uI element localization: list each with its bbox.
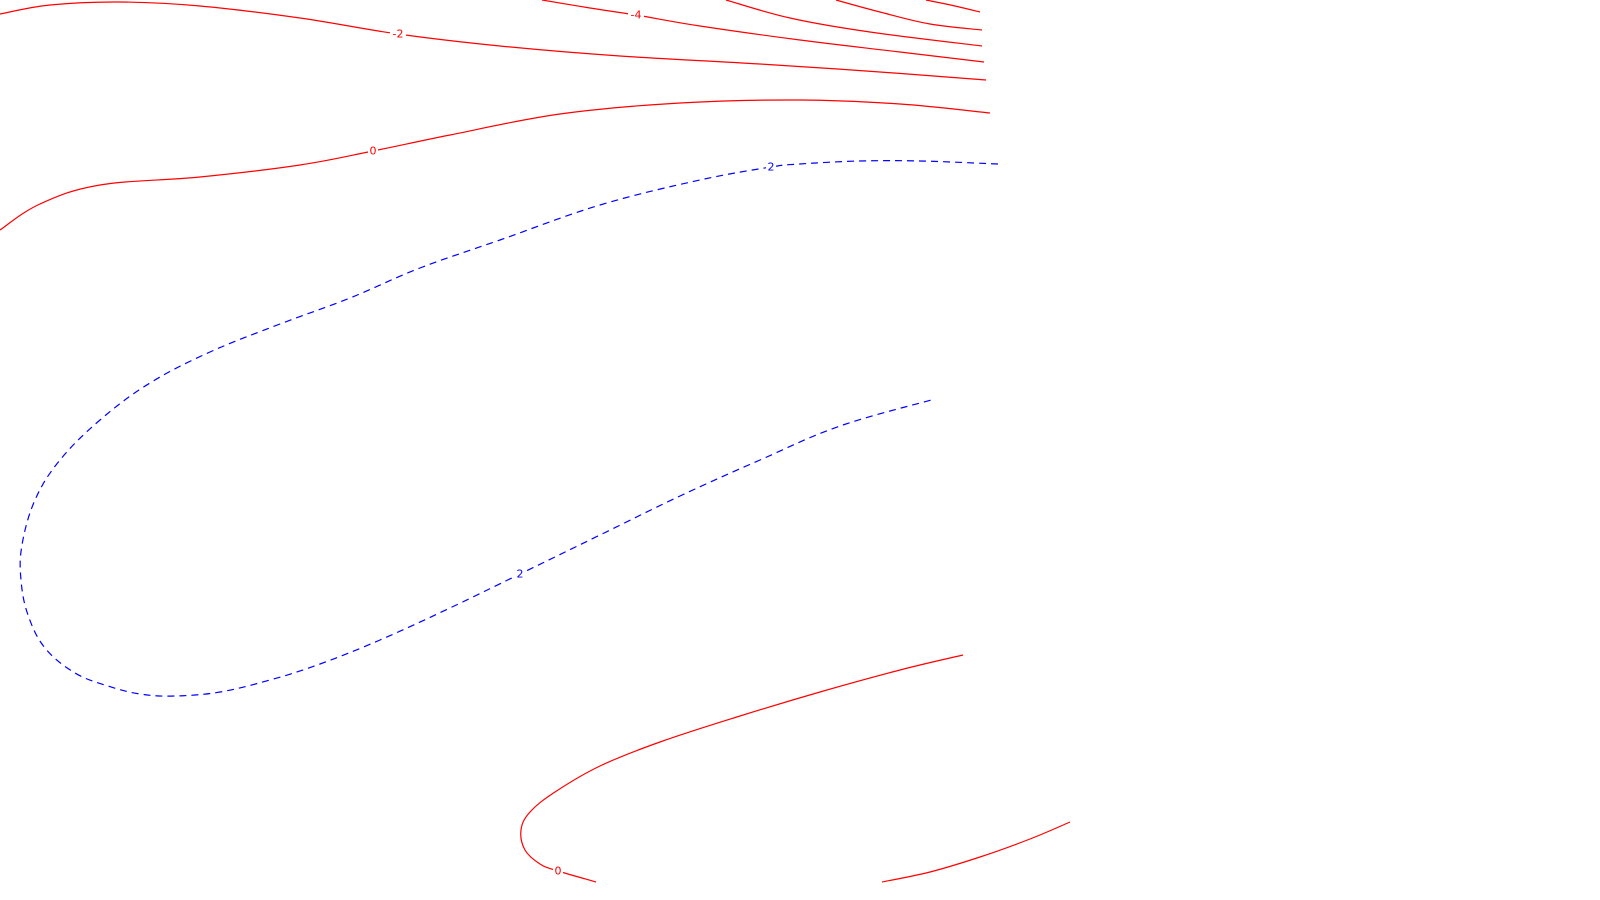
contour-labels-group: -4 -2 0 2 2 0 xyxy=(368,9,776,878)
contour-label-neg-minus4: -4 xyxy=(631,9,642,22)
contour-label-bg-zero-lower xyxy=(553,865,563,877)
contour-line-neg-minus2 xyxy=(0,1,987,81)
contour-line-zero-lower-right xyxy=(881,821,1071,883)
contour-line-neg-upper-2 xyxy=(835,0,983,31)
contour-label-pos-two: 2 xyxy=(517,568,524,581)
contour-label-neg-minus2: -2 xyxy=(393,28,404,41)
contour-line-neg-upper-3 xyxy=(725,0,983,47)
contour-label-zero-lower: 0 xyxy=(555,865,562,878)
contour-line-neg-upper-1 xyxy=(925,0,981,13)
contour-line-pos-two xyxy=(19,160,999,697)
contour-line-zero-upper xyxy=(0,99,991,231)
contour-label-bg-pos-two xyxy=(515,568,525,580)
contour-label-pos-two: 2 xyxy=(768,161,775,174)
contour-lines-group xyxy=(0,0,1071,883)
contour-label-bg-pos-two xyxy=(766,161,776,173)
contour-label-bg-neg-minus4 xyxy=(628,9,644,21)
contour-label-bg-neg-minus2 xyxy=(390,28,406,40)
contour-label-bg-zero-upper xyxy=(368,145,378,157)
contour-label-zero-upper: 0 xyxy=(370,145,377,158)
contour-line-neg-minus4 xyxy=(541,0,985,63)
contour-line-zero-lower xyxy=(520,654,964,883)
